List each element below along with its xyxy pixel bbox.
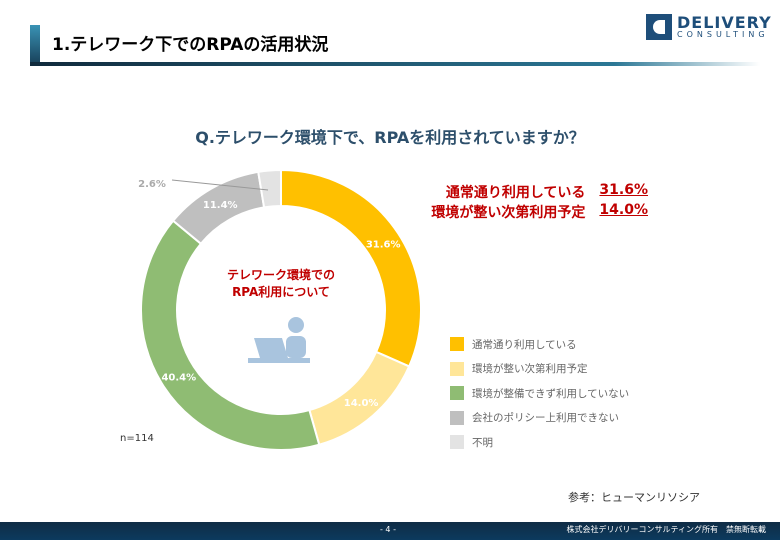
legend-swatch <box>450 337 464 352</box>
legend-label: 不明 <box>472 436 493 449</box>
legend-item: 環境が整い次第利用予定 <box>450 357 629 382</box>
legend-item: 環境が整備できず利用していない <box>450 381 629 406</box>
legend-label: 環境が整い次第利用予定 <box>472 363 588 376</box>
page-number: - 4 - <box>380 525 396 534</box>
source-note: 参考：ヒューマンリソシア <box>568 491 700 504</box>
data-label: 31.6% <box>366 239 401 250</box>
legend-label: 通常通り利用している <box>472 338 577 351</box>
legend-swatch <box>450 410 464 425</box>
title-underline <box>30 62 760 66</box>
highlight-2: 環境が整い次第利用予定 14.0% <box>431 202 648 222</box>
leader-line <box>171 179 269 191</box>
highlight-label: 環境が整い次第利用予定 <box>431 205 586 221</box>
company-logo: DELIVERY CONSULTING <box>646 14 772 40</box>
center-line: テレワーク環境での <box>226 268 335 282</box>
data-label: 40.4% <box>161 373 196 384</box>
title-accent <box>30 25 40 65</box>
data-label: 14.0% <box>344 398 379 409</box>
logo-icon <box>646 14 672 40</box>
data-label: 11.4% <box>203 200 238 211</box>
highlight-1: 通常通り利用している 31.6% <box>446 182 648 202</box>
logo-line2: CONSULTING <box>677 30 769 39</box>
copyright: 株式会社デリバリーコンサルティング所有 禁無断転載 <box>566 525 766 534</box>
legend-swatch <box>450 386 464 401</box>
data-label: 2.6% <box>138 179 166 190</box>
highlight-value: 14.0% <box>599 202 648 218</box>
highlight-label: 通常通り利用している <box>445 185 586 201</box>
legend-label: 環境が整備できず利用していない <box>472 387 630 400</box>
page-title: 1.テレワーク下でのRPAの活用状況 <box>52 35 329 55</box>
center-line: RPA利用について <box>232 285 330 299</box>
donut-center-text: テレワーク環境での RPA利用について <box>206 267 356 301</box>
donut-slice <box>257 168 282 209</box>
donut-slice <box>140 219 321 451</box>
sample-size: n=114 <box>120 433 154 444</box>
legend-swatch <box>450 361 464 376</box>
legend-item: 会社のポリシー上利用できない <box>450 406 629 431</box>
highlight-value: 31.6% <box>599 182 648 198</box>
legend-item: 不明 <box>450 430 629 455</box>
person-at-laptop-icon <box>248 317 310 363</box>
logo-line1: DELIVERY <box>677 13 772 32</box>
legend-label: 会社のポリシー上利用できない <box>472 412 619 425</box>
footer-bar <box>0 522 780 540</box>
legend-item: 通常通り利用している <box>450 332 629 357</box>
question-heading: Q.テレワーク環境下で、RPAを利用されていますか？ <box>195 128 585 147</box>
legend-swatch <box>450 435 464 450</box>
chart-legend: 通常通り利用している 環境が整い次第利用予定環境が整備できず利用していない 会社のポ… <box>450 332 629 455</box>
